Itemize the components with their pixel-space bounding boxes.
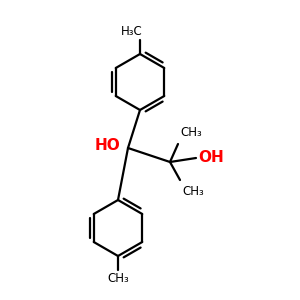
Text: CH₃: CH₃ [107, 272, 129, 285]
Text: CH₃: CH₃ [182, 185, 204, 198]
Text: OH: OH [198, 151, 224, 166]
Text: H₃C: H₃C [121, 25, 143, 38]
Text: HO: HO [94, 139, 120, 154]
Text: CH₃: CH₃ [180, 126, 202, 139]
